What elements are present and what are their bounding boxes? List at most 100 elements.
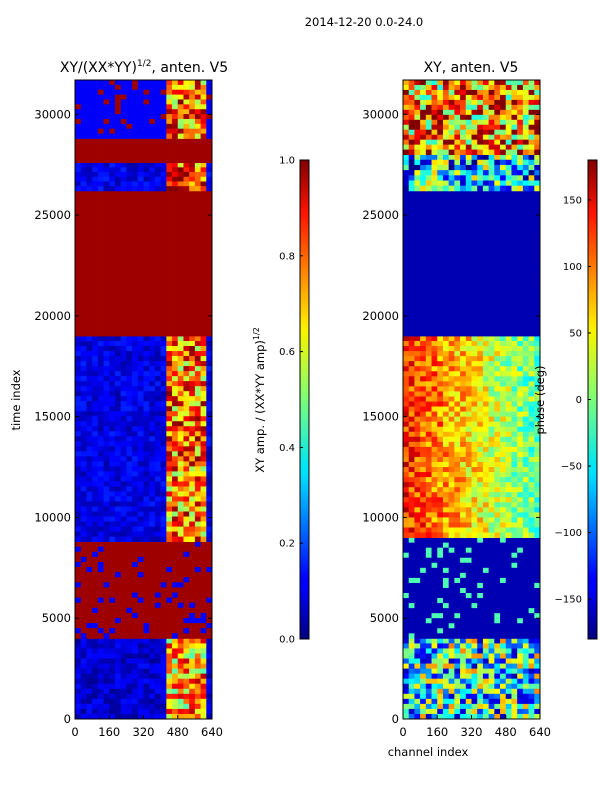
heatmap-cell <box>75 466 82 472</box>
heatmap-cell <box>465 401 472 407</box>
heatmap-cell <box>511 477 518 483</box>
heatmap-cell <box>80 521 87 527</box>
heatmap-cell <box>149 693 156 700</box>
x-tick-label: 480 <box>167 725 189 739</box>
heatmap-cell <box>189 431 196 437</box>
heatmap-cell <box>183 250 190 257</box>
heatmap-cell <box>172 391 179 397</box>
heatmap-cell <box>103 541 110 548</box>
heatmap-cell <box>92 331 99 337</box>
heatmap-cell <box>403 572 410 579</box>
heatmap-cell <box>160 561 167 568</box>
heatmap-cell <box>528 426 535 433</box>
heatmap-cell <box>92 336 99 342</box>
heatmap-cell <box>160 391 167 397</box>
heatmap-cell <box>183 486 190 492</box>
heatmap-cell <box>160 356 167 362</box>
heatmap-cell <box>189 663 196 670</box>
heatmap-cell <box>414 587 421 594</box>
heatmap-cell <box>97 416 104 422</box>
heatmap-cell <box>92 270 99 277</box>
heatmap-cell <box>126 658 133 664</box>
heatmap-cell <box>414 497 421 503</box>
heatmap-cell <box>97 436 104 442</box>
heatmap-cell <box>86 572 93 578</box>
heatmap-cell <box>143 386 150 392</box>
heatmap-cell <box>160 436 167 442</box>
heatmap-cell <box>200 99 207 105</box>
heatmap-cell <box>505 431 512 438</box>
heatmap-cell <box>143 648 150 654</box>
heatmap-cell <box>86 215 93 222</box>
heatmap-cell <box>97 381 104 387</box>
heatmap-cell <box>177 310 184 317</box>
heatmap-cell <box>172 638 179 644</box>
heatmap-cell <box>517 598 524 604</box>
heatmap-cell <box>92 511 99 517</box>
heatmap-cell <box>172 698 179 705</box>
heatmap-cell <box>80 628 87 634</box>
heatmap-cell <box>408 381 415 387</box>
heatmap-cell <box>454 386 461 392</box>
heatmap-cell <box>505 411 512 418</box>
heatmap-cell <box>114 592 122 599</box>
heatmap-cell <box>154 381 162 387</box>
heatmap-cell <box>143 431 150 437</box>
heatmap-cell <box>517 638 524 644</box>
heatmap-cell <box>86 366 93 372</box>
heatmap-cell <box>511 547 518 554</box>
heatmap-cell <box>97 176 104 182</box>
heatmap-cell <box>183 643 190 649</box>
heatmap-cell <box>86 285 93 292</box>
heatmap-cell <box>97 94 104 100</box>
heatmap-cell <box>206 371 213 377</box>
heatmap-cell <box>80 109 87 115</box>
heatmap-cell <box>500 593 507 599</box>
heatmap-cell <box>420 381 427 387</box>
heatmap-cell <box>120 325 127 332</box>
heatmap-cell <box>189 280 196 287</box>
heatmap-cell <box>534 376 541 382</box>
heatmap-cell <box>75 336 82 342</box>
heatmap-cell <box>114 176 122 182</box>
heatmap-cell <box>137 663 144 670</box>
heatmap-cell <box>120 536 127 543</box>
heatmap-cell <box>149 708 156 715</box>
heatmap-cell <box>143 486 150 492</box>
heatmap-cell <box>172 633 179 639</box>
heatmap-cell <box>488 195 495 202</box>
heatmap-cell <box>460 562 467 569</box>
heatmap-cell <box>97 391 104 397</box>
heatmap-cell <box>137 406 144 412</box>
heatmap-cell <box>517 190 524 197</box>
heatmap-cell <box>177 531 184 537</box>
heatmap-cell <box>482 633 490 639</box>
heatmap-cell <box>437 517 444 523</box>
heatmap-cell <box>103 250 110 257</box>
heatmap-cell <box>177 295 184 302</box>
heatmap-cell <box>143 577 150 583</box>
heatmap-cell <box>431 482 438 488</box>
heatmap-cell <box>471 527 478 533</box>
heatmap-cell <box>154 290 162 297</box>
heatmap-cell <box>183 94 190 100</box>
heatmap-cell <box>189 511 196 517</box>
heatmap-cell <box>494 381 501 387</box>
heatmap-cell <box>517 366 524 372</box>
heatmap-cell <box>114 255 122 262</box>
heatmap-cell <box>408 386 415 392</box>
heatmap-cell <box>460 703 467 710</box>
heatmap-cell <box>431 532 438 538</box>
heatmap-cell <box>505 603 512 609</box>
heatmap-cell <box>500 638 507 644</box>
heatmap-cell <box>80 186 87 192</box>
heatmap-cell <box>414 577 421 584</box>
heatmap-cell <box>154 305 162 312</box>
heatmap-cell <box>154 260 162 267</box>
heatmap-cell <box>120 172 127 178</box>
heatmap-cell <box>80 190 87 197</box>
heatmap-cell <box>149 300 156 307</box>
heatmap-cell <box>160 186 167 192</box>
heatmap-cell <box>86 245 93 252</box>
heatmap-cell <box>488 507 495 513</box>
